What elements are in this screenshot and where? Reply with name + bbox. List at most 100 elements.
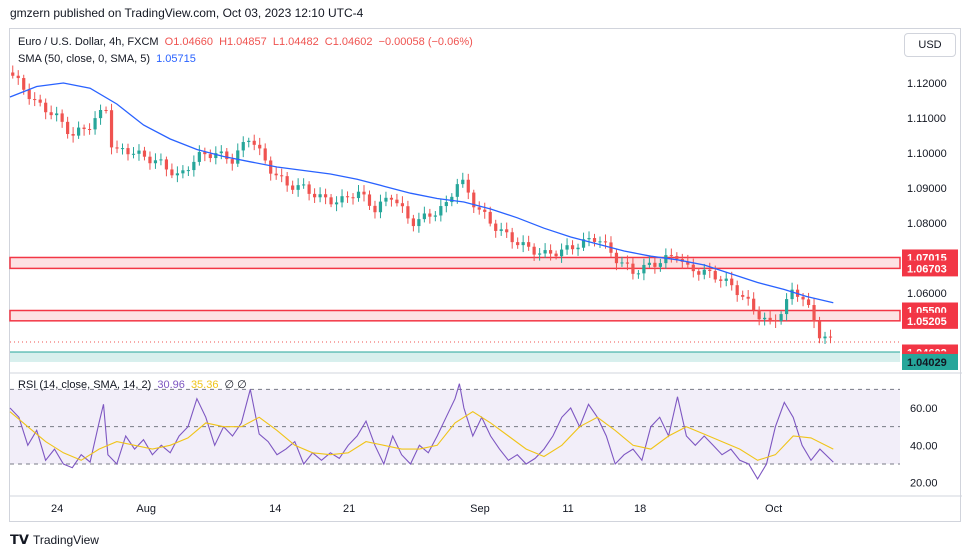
candle-body	[620, 262, 624, 264]
candle-body	[307, 184, 311, 194]
candle-body	[258, 144, 262, 149]
candle-body	[559, 249, 564, 257]
candle-body	[269, 160, 273, 174]
candle-body	[713, 270, 717, 280]
candle-body	[263, 148, 267, 161]
candle-body	[598, 241, 602, 243]
candle-body	[181, 170, 185, 174]
candle-body	[422, 213, 426, 220]
candle-body	[642, 264, 646, 274]
candle-body	[373, 205, 377, 213]
candle-body	[71, 134, 75, 136]
candle-body	[631, 263, 635, 274]
candle-body	[461, 179, 465, 185]
legend-open: O1.04660	[164, 36, 213, 48]
candle-body	[93, 118, 97, 130]
legend-ohlc: Euro / U.S. Dollar, 4h, FXCM O1.04660 H1…	[18, 36, 476, 48]
x-tick-label: 24	[51, 503, 63, 515]
candle-body	[38, 99, 42, 103]
candle-body	[444, 202, 448, 207]
candle-body	[828, 336, 833, 338]
candle-body	[340, 196, 344, 203]
axis-layer: 1.12000 1.11000 1.10000 1.09000 1.08000 1.060…	[10, 78, 962, 515]
candle-body	[192, 161, 196, 171]
candle-body	[450, 196, 454, 203]
candle-body	[543, 250, 547, 254]
candle-body	[131, 153, 136, 155]
candle-body	[801, 296, 805, 300]
candle-body	[378, 201, 383, 213]
candle-body	[741, 295, 745, 297]
price-tick-label: 1.06000	[907, 288, 947, 300]
candle-body	[784, 299, 789, 315]
rsi-tick-label: 60.00	[910, 403, 938, 415]
candle-body	[675, 256, 679, 259]
candle-body	[702, 269, 706, 275]
x-tick-label: 18	[634, 503, 646, 515]
legend-low: L1.04482	[272, 36, 319, 48]
candle-body	[823, 336, 827, 339]
rsi-extra: ∅ ∅	[224, 379, 247, 391]
candle-body	[592, 238, 597, 242]
candle-body	[554, 253, 558, 257]
candles-layer	[11, 65, 833, 344]
candle-body	[752, 298, 756, 311]
candle-body	[587, 238, 591, 240]
candle-body	[477, 207, 481, 210]
candle-body	[817, 321, 822, 339]
candle-body	[230, 159, 234, 164]
candle-body	[197, 152, 201, 162]
currency-button[interactable]: USD	[904, 33, 956, 57]
candle-body	[494, 223, 498, 231]
candle-body	[691, 264, 695, 272]
price-label-text: 1.06703	[907, 263, 947, 275]
price-label-bg	[902, 260, 958, 277]
candle-body	[27, 89, 31, 100]
rsi-sma-line	[9, 411, 834, 461]
price-tick-label: 1.09000	[907, 183, 947, 195]
candle-body	[472, 192, 476, 208]
candle-body	[241, 142, 245, 151]
x-tick-label: 14	[269, 503, 281, 515]
candle-body	[351, 197, 355, 199]
zones-layer	[9, 256, 962, 374]
tradingview-logo-icon: 𝗧𝗩	[10, 532, 29, 547]
x-tick-label: 21	[343, 503, 355, 515]
candle-body	[763, 317, 767, 320]
candle-body	[137, 150, 141, 154]
candle-body	[636, 273, 641, 275]
candle-body	[570, 245, 575, 250]
legend-symbol: Euro / U.S. Dollar, 4h, FXCM	[18, 36, 159, 48]
candle-body	[362, 191, 366, 195]
x-tick-label: 11	[562, 503, 573, 515]
candle-body	[367, 194, 372, 206]
candle-body	[104, 109, 108, 111]
candle-body	[186, 170, 190, 172]
rsi-band	[10, 389, 900, 464]
candle-body	[203, 152, 207, 155]
resistance-zone-0	[9, 256, 901, 270]
support-band	[10, 351, 900, 362]
candle-body	[87, 129, 92, 131]
candle-body	[532, 246, 536, 255]
candle-body	[395, 199, 399, 204]
candle-body	[746, 296, 750, 299]
candle-body	[208, 154, 212, 159]
candle-body	[329, 197, 333, 205]
candle-body	[313, 193, 317, 198]
candle-body	[757, 310, 761, 320]
candle-body	[653, 262, 657, 267]
footer-brand[interactable]: TradingView	[32, 533, 99, 547]
sma-layer	[9, 82, 834, 304]
candle-body	[719, 279, 723, 281]
candle-body	[521, 242, 525, 246]
price-tick-label: 1.08000	[907, 218, 947, 230]
candle-body	[516, 242, 520, 246]
candle-body	[581, 239, 586, 248]
candle-body	[510, 232, 514, 243]
rsi-label: RSI (14, close, SMA, 14, 2)	[18, 379, 152, 391]
candle-body	[164, 159, 169, 170]
candle-body	[708, 269, 712, 271]
candle-body	[170, 169, 174, 176]
